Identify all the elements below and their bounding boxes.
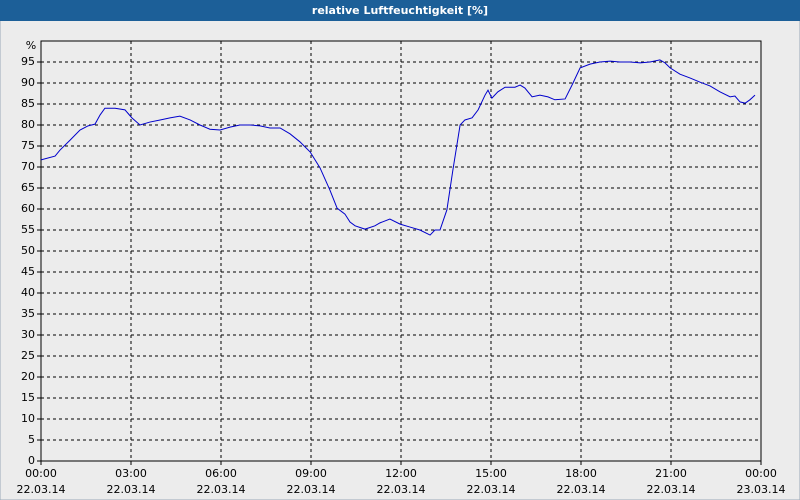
x-tick-date: 22.03.14 [107, 483, 156, 496]
data-line [40, 59, 756, 236]
y-tick-label: 40 [21, 286, 35, 299]
y-tick-label: 0 [28, 454, 35, 467]
title-bar [0, 0, 800, 21]
y-tick-label: 85 [21, 97, 35, 110]
y-tick-label: 5 [28, 433, 35, 446]
x-tick-label: 21:00 [655, 467, 687, 480]
y-tick-label: 80 [21, 118, 35, 131]
x-tick-label: 00:00 [25, 467, 57, 480]
x-tick-date: 22.03.14 [377, 483, 426, 496]
y-tick-label: 15 [21, 391, 35, 404]
plot-frame [40, 40, 762, 462]
x-tick-label: 03:00 [115, 467, 147, 480]
x-tick-date: 22.03.14 [467, 483, 516, 496]
x-tick-date: 22.03.14 [17, 483, 66, 496]
y-tick-label: 70 [21, 160, 35, 173]
x-tick-label: 09:00 [295, 467, 327, 480]
x-tick-date: 22.03.14 [557, 483, 606, 496]
y-tick-label: 90 [21, 76, 35, 89]
y-tick-label: 95 [21, 55, 35, 68]
x-tick-date: 22.03.14 [647, 483, 696, 496]
y-tick-label: 10 [21, 412, 35, 425]
y-tick-label: 30 [21, 328, 35, 341]
y-tick-label: 25 [21, 349, 35, 362]
x-tick-date: 22.03.14 [197, 483, 246, 496]
y-tick-label: 35 [21, 307, 35, 320]
x-tick-label: 12:00 [385, 467, 417, 480]
x-tick-label: 06:00 [205, 467, 237, 480]
y-tick-label: 20 [21, 370, 35, 383]
x-tick-date: 22.03.14 [287, 483, 336, 496]
x-tick-label: 18:00 [565, 467, 597, 480]
x-tick-date: 23.03.14 [737, 483, 786, 496]
chart-title: relative Luftfeuchtigkeit [%] [312, 4, 488, 17]
y-tick-label: 75 [21, 139, 35, 152]
y-tick-label: 50 [21, 244, 35, 257]
y-tick-label: 60 [21, 202, 35, 215]
x-tick-label: 00:00 [745, 467, 777, 480]
y-tick-label: 45 [21, 265, 35, 278]
y-tick-label: 65 [21, 181, 35, 194]
x-tick-label: 15:00 [475, 467, 507, 480]
y-tick-label: 55 [21, 223, 35, 236]
y-axis-label: % [26, 39, 36, 52]
